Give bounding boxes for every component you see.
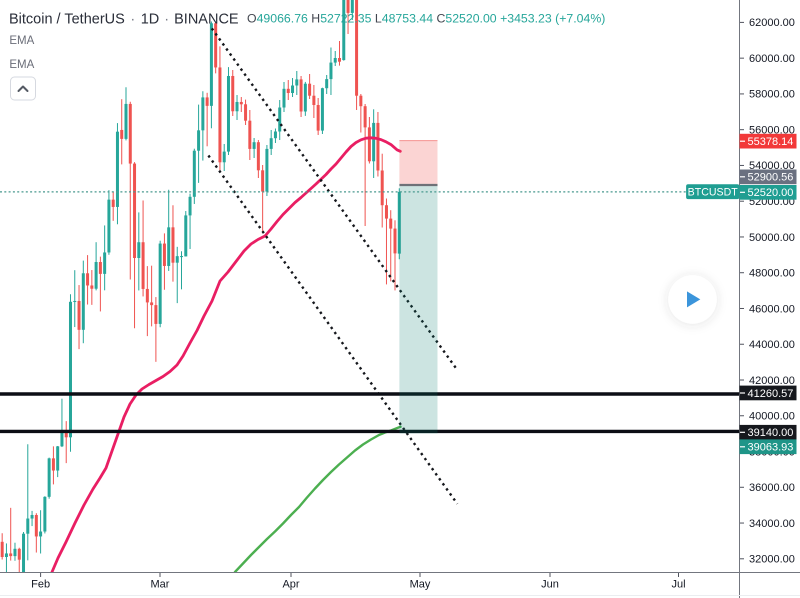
- svg-text:41260.57: 41260.57: [748, 388, 794, 400]
- svg-text:O49066.76 H52722.35 L48753.44: O49066.76 H52722.35 L48753.44 C52520.00 …: [247, 12, 605, 26]
- svg-text:39063.93: 39063.93: [748, 442, 794, 454]
- svg-text:52900.56: 52900.56: [748, 172, 794, 184]
- svg-text:EMA: EMA: [9, 35, 34, 47]
- svg-text:50000.00: 50000.00: [749, 232, 795, 244]
- svg-text:Mar: Mar: [151, 579, 170, 591]
- svg-text:62000.00: 62000.00: [749, 17, 795, 29]
- svg-text:46000.00: 46000.00: [749, 303, 795, 315]
- svg-text:May: May: [410, 579, 431, 591]
- svg-text:Bitcoin / TetherUS · 1D · BINA: Bitcoin / TetherUS · 1D · BINANCE: [9, 12, 239, 28]
- svg-text:52520.00: 52520.00: [748, 187, 794, 199]
- svg-text:56000.00: 56000.00: [749, 124, 795, 136]
- svg-text:42000.00: 42000.00: [749, 375, 795, 387]
- svg-text:48000.00: 48000.00: [749, 268, 795, 280]
- svg-text:32000.00: 32000.00: [749, 554, 795, 566]
- svg-text:EMA: EMA: [9, 59, 34, 71]
- svg-text:Jun: Jun: [541, 579, 559, 591]
- svg-text:Apr: Apr: [282, 579, 299, 591]
- svg-text:54000.00: 54000.00: [749, 160, 795, 172]
- svg-text:Jul: Jul: [671, 579, 685, 591]
- svg-text:Feb: Feb: [31, 579, 50, 591]
- svg-text:34000.00: 34000.00: [749, 518, 795, 530]
- svg-text:40000.00: 40000.00: [749, 411, 795, 423]
- svg-text:58000.00: 58000.00: [749, 89, 795, 101]
- svg-text:44000.00: 44000.00: [749, 339, 795, 351]
- svg-text:55378.14: 55378.14: [748, 136, 794, 148]
- svg-text:39140.00: 39140.00: [748, 427, 794, 439]
- svg-text:BTCUSDT: BTCUSDT: [688, 187, 739, 199]
- svg-text:60000.00: 60000.00: [749, 53, 795, 65]
- svg-text:36000.00: 36000.00: [749, 482, 795, 494]
